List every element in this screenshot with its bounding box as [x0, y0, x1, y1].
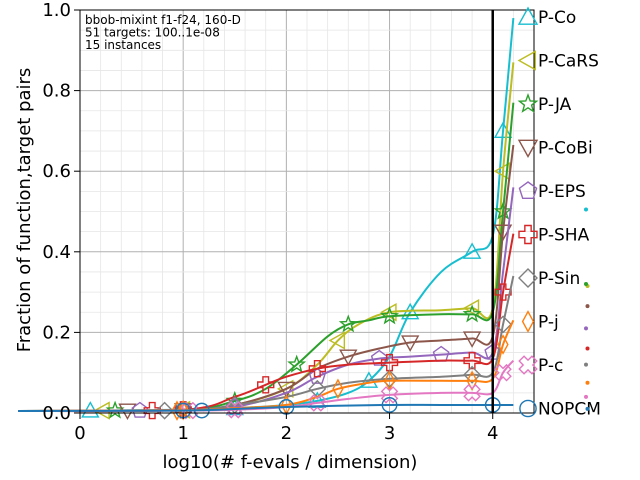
side-dot: [584, 394, 588, 399]
series-marker: [494, 315, 513, 334]
legend-label: P-c: [538, 356, 563, 376]
x-tick-label: 3: [384, 423, 395, 444]
legend-label: P-SHA: [538, 226, 590, 246]
series-marker: [308, 394, 327, 412]
legend-label: P-CaRS: [538, 52, 599, 72]
series-marker: [328, 331, 346, 350]
series-marker: [155, 401, 174, 420]
series-marker: [493, 201, 513, 220]
x-tick-label: 4: [487, 423, 498, 444]
y-axis-label: Fraction of function,target pairs: [14, 68, 35, 353]
series-marker: [497, 334, 509, 355]
x-tick-label: 2: [281, 423, 292, 444]
series-nopcm: [18, 397, 514, 419]
series-marker: [332, 378, 344, 400]
series-marker-shape: [380, 386, 399, 404]
series-marker: [463, 384, 481, 402]
y-tick-label: 0.4: [42, 242, 71, 263]
series-marker: [380, 306, 400, 325]
side-dot: [585, 406, 590, 411]
series-marker: [257, 376, 275, 394]
series-line: [18, 102, 515, 412]
x-axis-label: log10(# f-evals / dimension): [163, 452, 418, 473]
annotation-line: bbob-mixint f1-f24, 160-D: [85, 13, 241, 27]
legend-marker: [518, 268, 538, 288]
series-marker: [380, 353, 399, 372]
side-dot: [584, 362, 588, 367]
y-tick-label: 1.0: [42, 0, 71, 21]
series-marker-shape: [494, 363, 512, 382]
y-tick-label: 0.0: [42, 403, 71, 424]
series-marker: [463, 365, 482, 384]
y-tick-label: 0.8: [42, 81, 71, 102]
series-marker: [308, 359, 327, 378]
legend-marker-shape: [518, 355, 538, 375]
legend-label: P-CoBi: [538, 139, 593, 159]
legend-label: P-JA: [538, 95, 572, 115]
x-tick-label: 1: [177, 423, 188, 444]
legend-label: P-Sin: [538, 269, 580, 289]
side-dots: [584, 207, 590, 411]
legend-marker: [517, 50, 536, 71]
x-tick-label: 0: [74, 423, 85, 444]
series-marker: [339, 349, 358, 367]
series-marker: [383, 370, 396, 392]
legend-marker: [518, 181, 538, 199]
series-marker: [380, 369, 399, 388]
series-marker: [494, 363, 512, 382]
series-marker: [462, 304, 482, 323]
y-tick-label: 0.6: [42, 161, 71, 182]
side-dot: [584, 326, 588, 331]
legend-marker: [518, 355, 538, 375]
series-marker: [143, 401, 161, 420]
legend-marker: [519, 399, 537, 418]
legend-marker: [518, 224, 538, 245]
series-marker: [381, 397, 398, 413]
series-marker: [494, 283, 512, 301]
legend-label: P-Co: [538, 8, 576, 28]
side-dot: [585, 346, 590, 351]
annotation-line: 15 instances: [85, 38, 161, 52]
series-marker: [193, 402, 210, 419]
series-marker: [277, 381, 296, 399]
annotation-line: 51 targets: 100..1e-08: [85, 26, 220, 40]
series-marker: [338, 314, 358, 333]
series-marker: [466, 370, 478, 392]
legend-label: P-j: [538, 313, 559, 333]
series-marker: [462, 242, 482, 259]
side-dot: [584, 207, 588, 212]
plot-frame: [79, 9, 535, 414]
series-marker: [380, 386, 399, 404]
series-marker: [287, 354, 307, 373]
side-dot: [584, 281, 588, 286]
series-marker: [462, 331, 482, 348]
series-marker-shape: [463, 384, 481, 402]
series-marker-shape: [308, 394, 327, 412]
series-marker: [462, 299, 480, 318]
legend-label: NOPCM: [538, 400, 601, 420]
legend-label: P-EPS: [538, 182, 586, 202]
legend-marker: [517, 6, 539, 25]
series-marker: [308, 367, 326, 384]
legend-marker: [517, 93, 539, 113]
legend: P-Co P-CaRS P-JA P-CoBi P-EPS P-SHA P-Sin P-j P-…: [517, 6, 601, 420]
series-marker: [171, 400, 183, 421]
annotation: bbob-mixint f1-f24, 160-D51 targets: 100…: [85, 13, 241, 52]
legend-marker: [517, 139, 539, 158]
side-dot: [585, 380, 590, 385]
y-tick-label: 0.2: [42, 322, 71, 343]
series-marker: [400, 335, 420, 352]
series-marker: [370, 349, 388, 366]
axis-ticks: 0 1 2 3 4 0.0 0.2 0.4 0.6 0.8 1.0: [42, 0, 498, 444]
legend-marker: [521, 310, 535, 333]
side-dot: [585, 304, 590, 309]
series-layer: [18, 17, 515, 421]
